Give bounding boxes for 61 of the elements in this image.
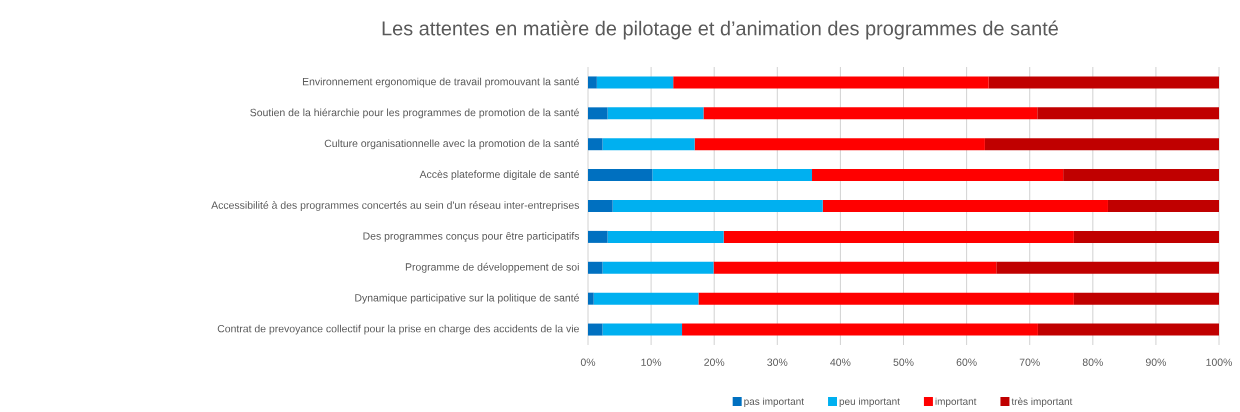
bar [588, 200, 613, 212]
y-tick-label: Des programmes conçus pour être participatifs [363, 231, 580, 242]
bar [694, 138, 985, 151]
bar [1063, 169, 1220, 182]
bar [822, 200, 1108, 212]
y-tick-label: Accessibilité à des programmes concertés au sein d'un réseau inter-entreprises [211, 201, 580, 211]
x-tick-label: 0% [580, 358, 596, 366]
bar [602, 323, 683, 336]
bar [673, 76, 989, 89]
x-tick-label: 80% [1082, 358, 1103, 366]
bar [1107, 200, 1220, 212]
bar [1037, 107, 1220, 120]
legend-label: peu important [839, 397, 900, 407]
y-tick-label: Accès plateforme digitale de santé [419, 170, 579, 181]
bar [812, 169, 1064, 182]
y-tick-label: Soutien de la hiérarchie pour les programmes de promotion de la santé [250, 108, 579, 119]
y-tick-label: Contrat de prevoyance collectif pour la prise en charge des accidents de la vie [217, 324, 579, 335]
bar [588, 230, 608, 243]
x-tick-label: 20% [704, 358, 725, 366]
bar [652, 169, 813, 182]
bar [996, 261, 1220, 274]
bar [723, 230, 1074, 243]
y-tick-label: Environnement ergonomique de travail promouvant la santé [302, 77, 579, 88]
x-tick-label: 40% [830, 358, 851, 366]
bar [698, 292, 1074, 305]
x-tick-label: 100% [1206, 358, 1233, 366]
x-tick-label: 30% [767, 358, 788, 366]
y-tick-label: Dynamique participative sur la politique de santé [355, 293, 579, 304]
bar [602, 261, 714, 274]
x-tick-label: 50% [893, 358, 914, 366]
y-tick-label: Programme de développement de soi [405, 262, 579, 273]
bar [588, 323, 603, 336]
bar [984, 138, 1220, 151]
x-tick-label: 70% [1019, 358, 1040, 366]
y-tick-label: Culture organisationnelle avec la promotion de la santé [324, 139, 579, 150]
x-tick-label: 90% [1145, 358, 1166, 366]
legend-label: important [935, 397, 977, 407]
bar [607, 107, 704, 120]
bar [612, 200, 823, 212]
bar [1073, 230, 1220, 243]
bar [588, 261, 603, 274]
bar [607, 230, 724, 243]
legend-label: pas important [744, 397, 804, 407]
bar [588, 169, 653, 182]
bar [593, 292, 699, 305]
bar [1037, 323, 1220, 336]
bar [703, 107, 1038, 120]
bar [588, 292, 594, 305]
bar [596, 76, 674, 89]
bar [988, 76, 1220, 89]
legend-label: très important [1011, 397, 1073, 407]
bar [602, 138, 695, 151]
bar [588, 138, 603, 151]
x-tick-label: 10% [641, 358, 662, 366]
bar [1073, 292, 1220, 305]
bar [588, 107, 608, 120]
bar [588, 76, 597, 89]
bar [713, 261, 997, 274]
x-tick-label: 60% [956, 358, 977, 366]
chart-title: Les attentes en matière de pilotage et d’animation des programmes de santé [382, 20, 1058, 40]
bar [682, 323, 1038, 336]
